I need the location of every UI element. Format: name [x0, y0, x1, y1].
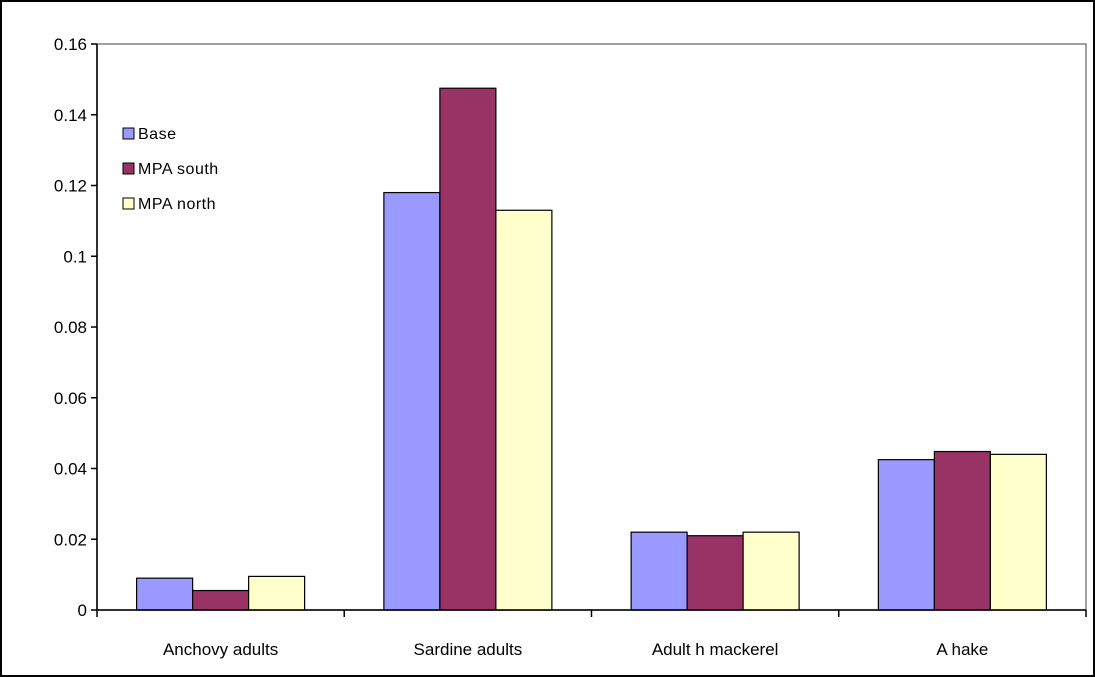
- y-tick-label: 0.02: [54, 530, 87, 549]
- x-tick-label-a-hake: A hake: [936, 640, 988, 659]
- y-tick-label: 0.14: [54, 106, 87, 125]
- bar-base-sardine-adults: [383, 191, 441, 611]
- y-tick-label: 0: [78, 601, 87, 620]
- y-tick-label: 0.1: [63, 247, 87, 266]
- bar-mpa-south-adult-h-mackerel: [686, 535, 744, 611]
- x-tick-label-sardine-adults: Sardine adults: [414, 640, 523, 659]
- bar-base-a-hake: [877, 459, 935, 611]
- y-tick-label: 0.08: [54, 318, 87, 337]
- axes-group: 0 0.02 0.04 0.06 0.08 0.1 0.12 0.14 0.16 Anchovy …: [54, 35, 1087, 659]
- bar-mpa-south-anchovy-adults: [192, 589, 250, 611]
- x-tick-label-anchovy-adults: Anchovy adults: [163, 640, 278, 659]
- legend-label-mpa-south: MPA south: [138, 161, 219, 178]
- legend-swatch-base: [122, 127, 135, 140]
- legend-label-mpa-north: MPA north: [138, 196, 216, 213]
- bars-group: [136, 87, 1047, 611]
- legend-label-base: Base: [138, 126, 176, 143]
- legend-swatch-mpa-south: [122, 162, 135, 175]
- bar-base-adult-h-mackerel: [630, 531, 688, 611]
- bar-mpa-north-sardine-adults: [495, 209, 553, 611]
- bar-mpa-north-anchovy-adults: [248, 575, 306, 611]
- legend-swatch-mpa-north: [122, 197, 135, 210]
- bar-mpa-north-a-hake: [989, 453, 1047, 611]
- bar-mpa-south-a-hake: [933, 450, 991, 611]
- legend: Base MPA south MPA north: [122, 126, 219, 213]
- y-tick-label: 0.16: [54, 35, 87, 54]
- x-tick-label-adult-h-mackerel: Adult h mackerel: [652, 640, 779, 659]
- y-tick-label: 0.12: [54, 177, 87, 196]
- bar-mpa-south-sardine-adults: [439, 87, 497, 611]
- bar-base-anchovy-adults: [136, 577, 194, 611]
- y-tick-label: 0.04: [54, 460, 87, 479]
- bar-mpa-north-adult-h-mackerel: [742, 531, 800, 611]
- y-tick-label: 0.06: [54, 389, 87, 408]
